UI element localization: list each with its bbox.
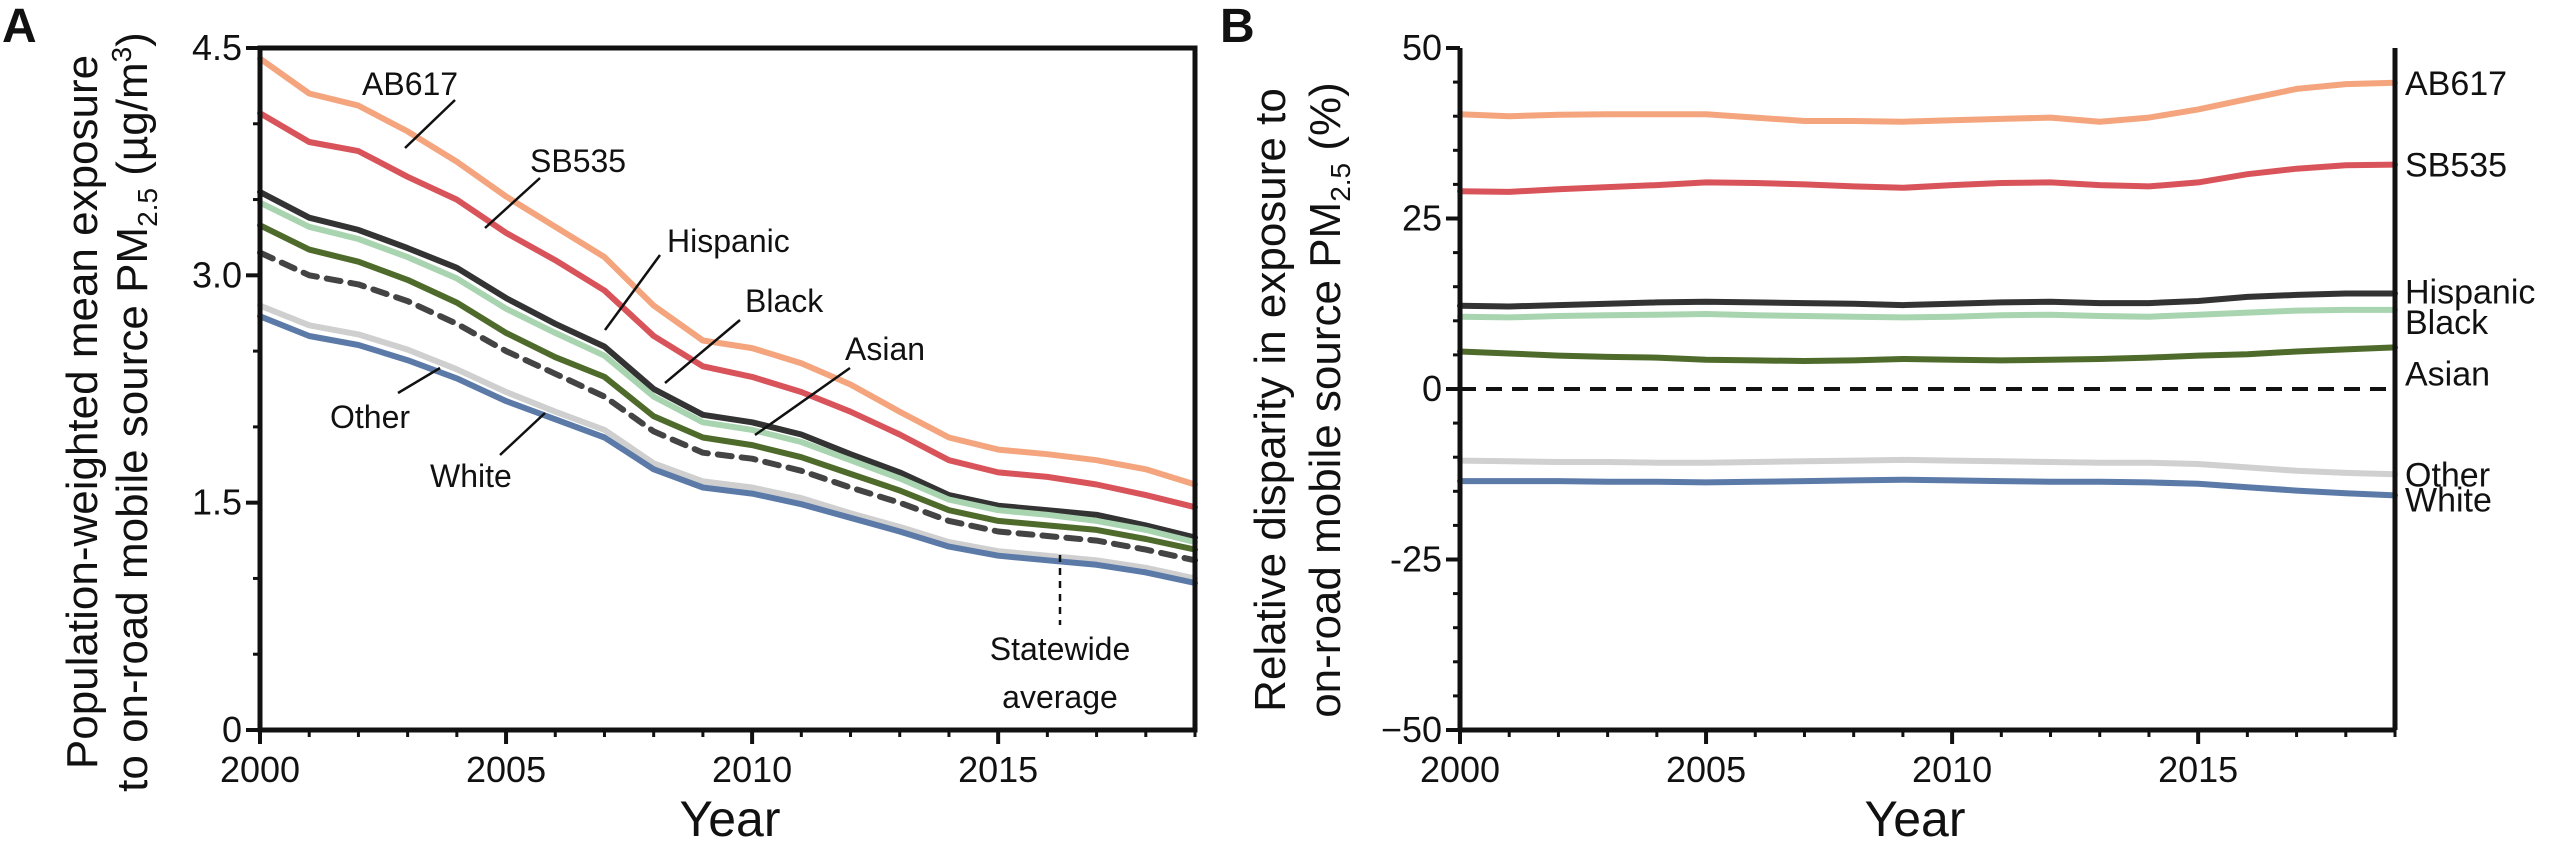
series-line-ab617 [1457, 79, 2398, 125]
series-line-other [257, 302, 1198, 582]
label-sb535: SB535 [530, 143, 626, 179]
label-white: White [430, 458, 512, 494]
series-line-white [257, 313, 1198, 586]
panel-a-series [257, 55, 1198, 586]
label-ab617: AB617 [362, 66, 458, 102]
leader-other [397, 366, 441, 395]
series-line-other [1457, 456, 2398, 478]
panel-a-leaders [397, 99, 1062, 625]
panel-b-letter: B [1220, 0, 1255, 53]
label-statewide-line2: average [1002, 679, 1118, 715]
series-line-white [1457, 476, 2398, 499]
xtick-label: 2010 [712, 749, 792, 790]
panel-b-ticks: 2000 2005 2010 2015 −50 -25 0 25 50 [1381, 27, 2397, 790]
series-label-sb535: SB535 [2405, 147, 2507, 185]
series-line-asian [257, 222, 1198, 553]
label-black: Black [745, 283, 824, 319]
ytick-label: -25 [1390, 539, 1442, 580]
ytick-label: 4.5 [192, 27, 242, 68]
ytick-label: 1.5 [192, 482, 242, 523]
panel-a-letter: A [2, 0, 37, 53]
series-line-hispanic [1457, 290, 2398, 310]
label-other: Other [330, 399, 410, 435]
leader-ab617 [404, 99, 456, 149]
panel-b-xlabel: Year [1864, 791, 1965, 844]
series-label-hispanic: Hispanic [2405, 274, 2535, 312]
leader-white [499, 412, 546, 456]
series-label-white: White [2405, 481, 2492, 519]
panel-a-ticks: 2000 2005 2010 2015 0 1.5 3.0 4.5 [192, 27, 1197, 790]
series-line-asian [1457, 344, 2398, 364]
series-line-statewide-average [257, 249, 1198, 564]
xtick-label: 2005 [1666, 749, 1746, 790]
ytick-label: −50 [1381, 709, 1442, 750]
series-line-sb535 [1457, 161, 2398, 195]
panel-b: B Relative disparity in exposure to on-r… [1220, 0, 2535, 844]
panel-a-frame [257, 45, 1198, 733]
leader-black [664, 319, 741, 384]
ytick-label: 0 [222, 709, 242, 750]
xtick-label: 2015 [958, 749, 1038, 790]
panel-a: A Population-weighted mean exposure to o… [2, 0, 1198, 844]
series-label-black: Black [2405, 304, 2489, 342]
xtick-label: 2000 [220, 749, 300, 790]
panel-b-ylabel-line2: on-road mobile source PM2.5 (%) [1301, 82, 1356, 718]
xtick-label: 2000 [1420, 749, 1500, 790]
ytick-label: 3.0 [192, 254, 242, 295]
series-line-black [257, 199, 1198, 546]
xtick-label: 2005 [466, 749, 546, 790]
panel-b-ylabel-line1: Relative disparity in exposure to [1246, 88, 1295, 712]
ytick-label: 25 [1402, 198, 1442, 239]
label-statewide-line1: Statewide [990, 631, 1131, 667]
panel-a-ylabel-line2: to on-road mobile source PM2.5 (µg/m3) [106, 32, 163, 792]
series-label-asian: Asian [2405, 355, 2490, 393]
xtick-label: 2010 [1912, 749, 1992, 790]
panel-a-ylabel-line1: Population-weighted mean exposure [58, 55, 107, 769]
leader-hispanic [603, 254, 662, 331]
xtick-label: 2015 [2158, 749, 2238, 790]
panel-b-series [1457, 79, 2398, 499]
series-line-hispanic [257, 189, 1198, 541]
series-line-black [1457, 306, 2398, 321]
series-label-other: Other [2405, 456, 2490, 494]
leader-asian [754, 366, 851, 437]
ytick-label: 0 [1422, 368, 1442, 409]
ytick-label: 50 [1402, 27, 1442, 68]
panel-a-xlabel: Year [679, 791, 780, 844]
label-asian: Asian [845, 331, 925, 367]
label-hispanic: Hispanic [667, 223, 790, 259]
leader-sb535 [484, 177, 541, 229]
series-line-sb535 [257, 110, 1198, 511]
series-label-ab617: AB617 [2405, 65, 2507, 103]
